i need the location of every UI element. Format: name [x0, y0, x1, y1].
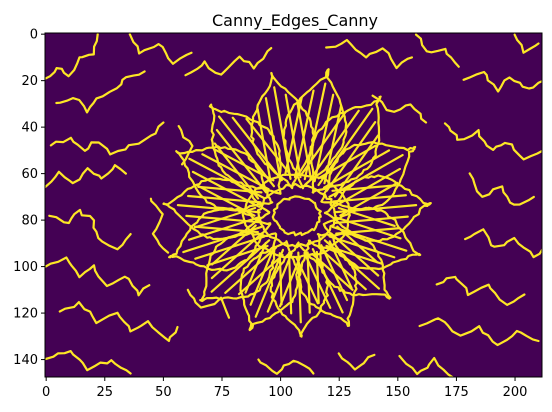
image-background: [45, 33, 542, 377]
petal-outline: [239, 240, 299, 332]
petal-vein: [336, 225, 379, 264]
petal-vein: [315, 250, 320, 305]
background-edge: [55, 70, 146, 114]
background-edge: [414, 33, 460, 68]
y-tick-label: 100: [13, 260, 38, 275]
petal-vein: [317, 144, 377, 180]
petal-outline: [282, 68, 348, 190]
background-edge: [45, 256, 151, 297]
petal-outline: [208, 103, 282, 195]
x-axis: 0 25 50 75 100 125 150 175 200: [42, 377, 527, 400]
petal-vein: [331, 184, 397, 192]
petal-vein: [185, 214, 260, 224]
background-edge: [443, 122, 542, 161]
petal-vein: [231, 116, 283, 182]
x-tick-label: 25: [97, 385, 114, 400]
x-tick-label: 75: [214, 385, 231, 400]
petal-outline: [320, 141, 417, 211]
petal-vein: [215, 128, 268, 194]
background-edge: [337, 352, 376, 371]
petal-vein: [206, 244, 269, 267]
background-edge: [464, 228, 542, 259]
edge-image: [45, 33, 542, 377]
petal-vein: [278, 255, 302, 308]
petal-outline: [175, 145, 274, 212]
petal-vein: [328, 240, 353, 289]
petal-vein: [254, 248, 285, 318]
background-edge: [398, 354, 455, 377]
background-edge: [462, 70, 542, 93]
background-edge: [513, 33, 540, 54]
petal-vein: [293, 89, 315, 179]
background-edge: [45, 350, 132, 375]
petal-vein: [193, 225, 259, 234]
background-edge: [186, 288, 231, 319]
x-tick-label: 125: [327, 385, 352, 400]
petal-vein: [306, 251, 311, 314]
petal-vein: [297, 251, 302, 324]
background-edge: [418, 317, 540, 347]
x-tick-label: 50: [155, 385, 172, 400]
petal-vein: [245, 117, 291, 175]
petal-vein: [309, 109, 360, 181]
petal-vein: [325, 121, 377, 192]
petal-vein: [322, 149, 391, 189]
center-ring: [241, 173, 351, 259]
background-edge: [48, 208, 132, 251]
y-tick-label: 20: [21, 74, 38, 89]
center-ring: [271, 195, 322, 237]
background-edge: [45, 164, 127, 189]
background-edge: [58, 301, 179, 342]
background-edge: [128, 33, 193, 65]
background-edge: [371, 94, 428, 124]
x-tick-label: 0: [42, 385, 50, 400]
x-tick-label: 200: [503, 385, 528, 400]
y-tick-label: 140: [13, 353, 38, 368]
x-tick-label: 100: [268, 385, 293, 400]
background-edge: [49, 121, 165, 156]
petal-vein: [237, 254, 284, 296]
background-edge: [325, 38, 413, 70]
background-edge: [257, 358, 315, 375]
background-edge: [149, 197, 170, 254]
petal-vein: [256, 107, 272, 184]
background-edge: [468, 172, 535, 206]
y-tick-label: 120: [13, 307, 38, 322]
petal-vein: [313, 93, 335, 183]
petal-vein: [224, 246, 277, 294]
petal-vein: [213, 142, 260, 200]
petal-vein: [300, 111, 347, 175]
plot-title: Canny_Edges_Canny: [212, 11, 378, 31]
petal-outline: [310, 95, 382, 194]
x-tick-label: 150: [385, 385, 410, 400]
background-edge: [184, 47, 273, 77]
petal-outline: [269, 241, 330, 338]
petal-vein: [323, 104, 343, 185]
petal-vein: [284, 96, 303, 177]
background-edge: [177, 125, 194, 166]
y-tick-label: 80: [21, 214, 38, 229]
y-tick-label: 0: [30, 28, 38, 43]
background-edge: [45, 33, 99, 80]
background-edge: [435, 275, 526, 306]
center-ring: [256, 182, 337, 249]
petal-vein: [333, 134, 380, 198]
petal-vein: [320, 244, 349, 302]
petal-vein: [331, 225, 408, 252]
x-tick-label: 175: [444, 385, 469, 400]
edge-lines: [45, 33, 542, 377]
y-axis: 0 20 40 60 80 100 120 140: [13, 28, 45, 368]
axes-frame: [44, 32, 543, 378]
petal-vein: [194, 235, 266, 260]
petal-vein: [249, 245, 276, 306]
y-tick-label: 40: [21, 121, 38, 136]
petal-vein: [266, 252, 293, 313]
petal-vein: [217, 115, 276, 188]
y-tick-label: 60: [21, 167, 38, 182]
